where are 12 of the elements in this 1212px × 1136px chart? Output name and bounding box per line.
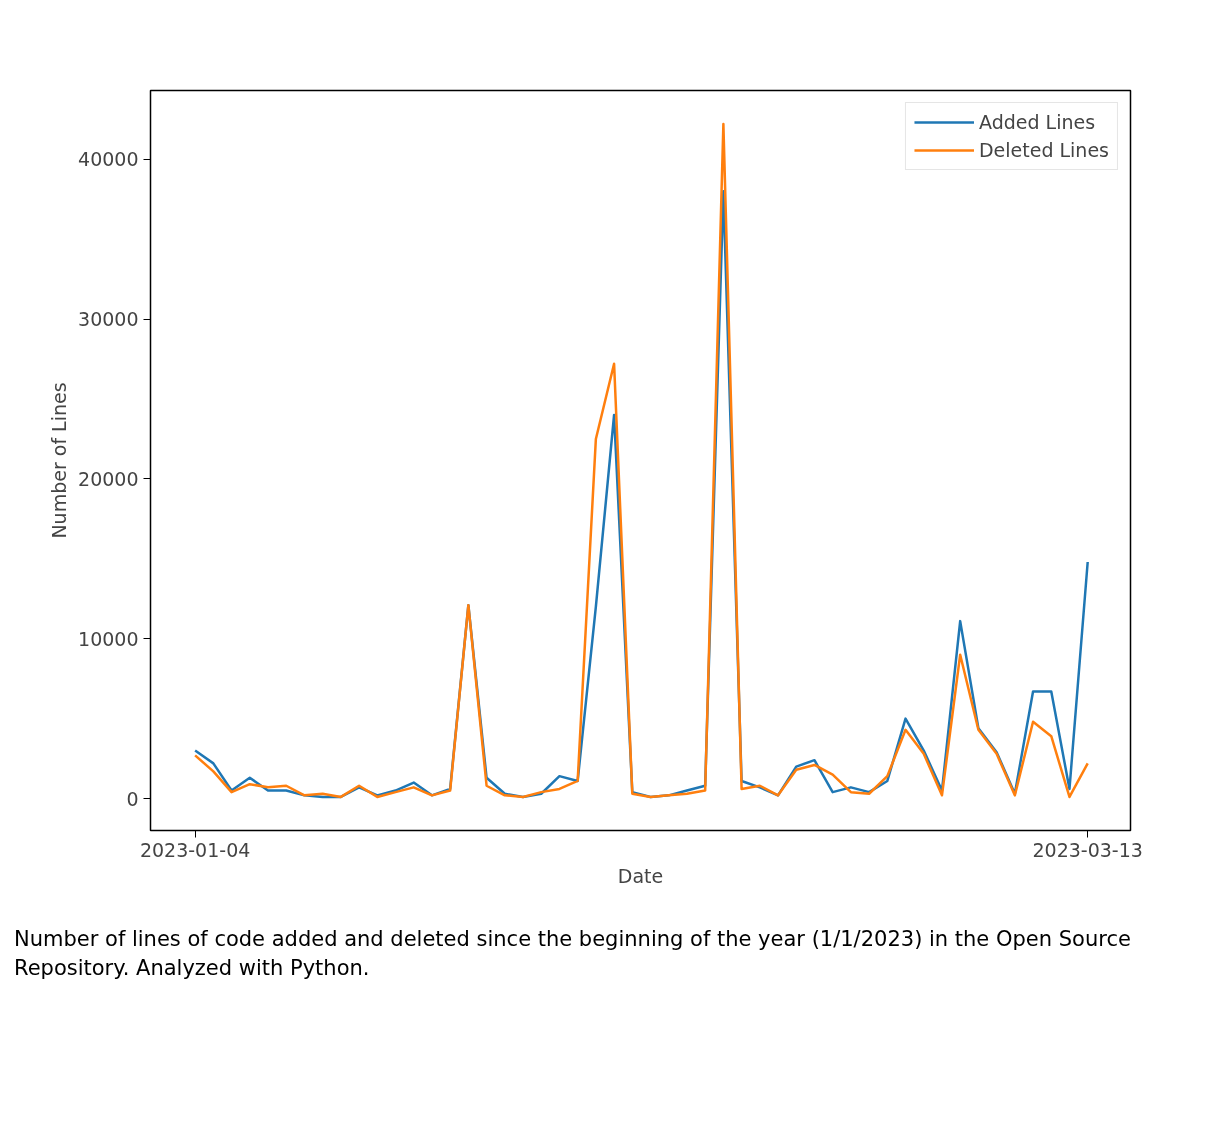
y-tick-label: 10000 xyxy=(78,627,139,650)
y-axis-title: Number of Lines xyxy=(48,382,71,539)
text: Number of lines of code added and deleted since the beginning of the year (1/1/2023) in the Open Source Repository. Analyzed with Python. xyxy=(14,926,1132,983)
y-tick-label: 40000 xyxy=(78,148,139,171)
x-tick-label: 2023-03-13 xyxy=(1032,838,1143,861)
x-tick-label: 2023-01-04 xyxy=(139,838,251,861)
legend-label: Added Lines xyxy=(978,111,1096,133)
x-axis-title: Date xyxy=(617,864,664,887)
y-tick-label: 30000 xyxy=(78,308,139,331)
legend-label: Deleted Lines xyxy=(978,139,1109,161)
y-tick-label: 20000 xyxy=(78,467,139,490)
y-tick-label: 0 xyxy=(126,787,139,810)
